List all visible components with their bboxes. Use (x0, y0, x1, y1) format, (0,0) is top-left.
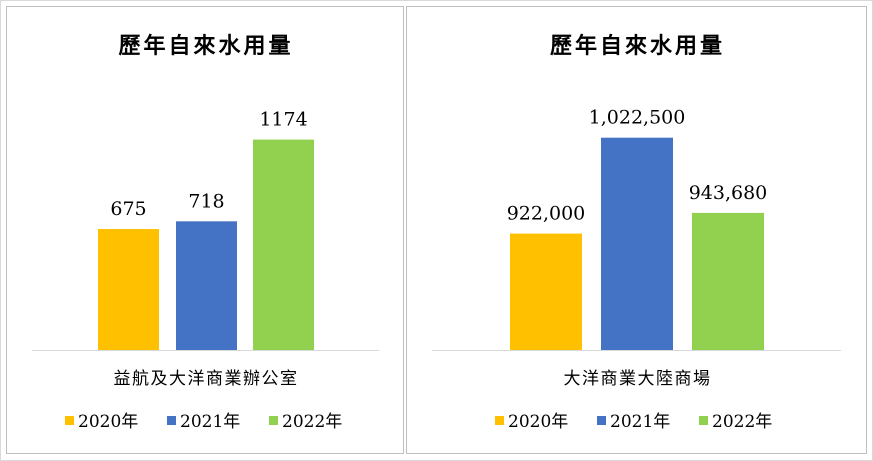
data-label: 675 (110, 198, 146, 220)
legend-swatch (167, 416, 176, 425)
legend-swatch (597, 416, 606, 425)
legend-label: 2020年 (78, 412, 138, 432)
data-label: 1,022,500 (589, 107, 686, 129)
legend-label: 2020年 (508, 412, 568, 432)
bar-2021年 (601, 137, 673, 350)
bar-2021年 (176, 221, 237, 350)
bar-2022年 (253, 139, 314, 350)
bar-2020年 (510, 233, 582, 350)
legend-label: 2021年 (180, 412, 240, 432)
data-label: 943,680 (689, 182, 768, 204)
data-label: 1174 (259, 109, 307, 131)
bar-2020年 (98, 229, 159, 350)
chart-panel-office: 歷年自來水用量 675 718 1174 益航及大洋商業辦公室 2020年 2021年 202… (6, 6, 404, 454)
legend-label: 2022年 (282, 412, 342, 432)
legend-label: 2022年 (712, 412, 772, 432)
legend-label: 2021年 (610, 412, 670, 432)
chart-panel-mall: 歷年自來水用量 922,000 1,022,500 943,680 大洋商業大陸商場 20… (406, 6, 867, 454)
x-tick-label: 大洋商業大陸商場 (564, 369, 712, 389)
data-label: 922,000 (507, 203, 586, 225)
chart-svg-mall: 歷年自來水用量 922,000 1,022,500 943,680 大洋商業大陸商場 20… (432, 33, 841, 432)
chart-title: 歷年自來水用量 (118, 33, 293, 59)
chart-svg-office: 歷年自來水用量 675 718 1174 益航及大洋商業辦公室 2020年 2021年 202… (32, 33, 379, 432)
x-tick-label: 益航及大洋商業辦公室 (114, 369, 299, 389)
data-label: 718 (188, 190, 224, 212)
legend-swatch (495, 416, 504, 425)
chart-title: 歷年自來水用量 (550, 33, 725, 59)
legend-swatch (65, 416, 74, 425)
bar-2022年 (692, 212, 764, 350)
legend-swatch (699, 416, 708, 425)
legend-swatch (269, 416, 278, 425)
